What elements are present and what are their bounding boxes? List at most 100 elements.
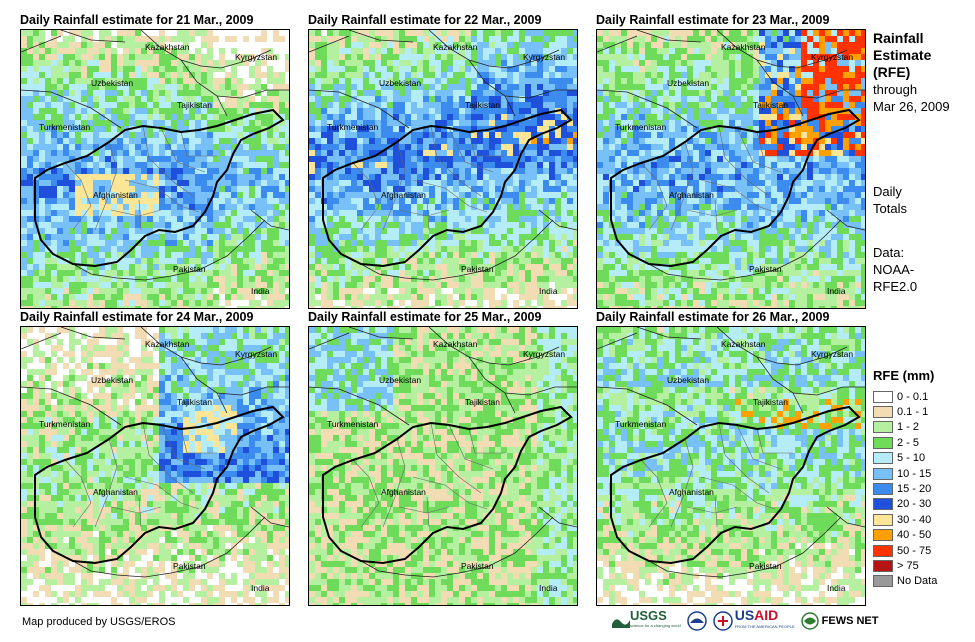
map-label-tajikistan: Tajikistan (465, 100, 500, 110)
usgs-wave-icon (612, 619, 630, 628)
map-label-afghanistan: Afghanistan (669, 487, 714, 497)
panel-mar23: Daily Rainfall estimate for 23 Mar., 200… (596, 13, 866, 313)
province-border (412, 476, 488, 510)
legend-label: 30 - 40 (897, 513, 932, 526)
panel-title: Daily Rainfall estimate for 23 Mar., 200… (596, 13, 830, 27)
side-daily-line1: Daily (873, 184, 902, 199)
country-border (428, 327, 560, 366)
province-border (426, 199, 430, 231)
map-label-kyrgyzstan: Kyrgyzstan (235, 52, 277, 62)
map-label-india: India (251, 286, 270, 296)
rainfall-map: Kazakhstan Kyrgyzstan Uzbekistan Tajikistan… (20, 326, 290, 606)
country-border (716, 327, 848, 366)
country-border (250, 506, 289, 528)
map-label-uzbekistan: Uzbekistan (667, 78, 709, 88)
rainfall-map-svg: Kazakhstan Kyrgyzstan Uzbekistan Tajikistan… (597, 30, 865, 308)
country-border (538, 209, 577, 231)
legend-item: 30 - 40 (873, 512, 937, 527)
legend-item: 1 - 2 (873, 420, 937, 435)
country-border (72, 516, 266, 578)
rainfall-cells (597, 30, 865, 308)
map-label-turkmenistan: Turkmenistan (327, 122, 378, 132)
country-border (21, 89, 122, 129)
legend-item: 40 - 50 (873, 528, 937, 543)
usaid-label-text: AID (754, 607, 779, 623)
rainfall-cells (309, 327, 577, 605)
legend-item: 0.1 - 1 (873, 404, 937, 419)
panel-title: Daily Rainfall estimate for 25 Mar., 200… (308, 310, 542, 324)
province-border (736, 127, 782, 173)
map-label-afghanistan: Afghanistan (93, 487, 138, 497)
legend-label: 10 - 15 (897, 467, 932, 480)
rainfall-map: Kazakhstan Kyrgyzstan Uzbekistan Tajikistan… (596, 326, 866, 606)
side-through: through (873, 82, 918, 97)
map-label-pakistan: Pakistan (749, 264, 782, 274)
country-border (21, 386, 122, 426)
country-border (348, 30, 414, 43)
province-border (94, 141, 118, 231)
rainfall-cells (597, 327, 865, 605)
legend-swatch (873, 421, 893, 434)
map-label-kyrgyzstan: Kyrgyzstan (811, 349, 853, 359)
afghanistan-border (610, 405, 861, 565)
legend-title: RFE (mm) (873, 368, 935, 383)
province-border (714, 199, 718, 231)
map-label-kazakhstan: Kazakhstan (145, 339, 190, 349)
country-border (648, 219, 842, 281)
province-border (142, 125, 194, 197)
province-border (640, 162, 668, 231)
country-border (756, 356, 865, 396)
province-border (352, 459, 380, 528)
province-border (160, 424, 206, 470)
country-border (756, 59, 865, 99)
usgs-tagline: science for a changing world (630, 623, 681, 628)
province-border (686, 506, 738, 514)
panel-mar22: Daily Rainfall estimate for 22 Mar., 200… (308, 13, 578, 313)
country-border (597, 386, 698, 426)
map-label-india: India (827, 583, 846, 593)
country-border (468, 59, 577, 99)
map-label-tajikistan: Tajikistan (753, 100, 788, 110)
side-daily: Daily Totals (873, 183, 907, 217)
province-border (700, 179, 776, 213)
side-data-line3: RFE2.0 (873, 279, 918, 294)
legend-label: 0.1 - 1 (897, 406, 929, 419)
map-label-kazakhstan: Kazakhstan (721, 42, 766, 52)
province-border (468, 131, 505, 157)
province-border (426, 496, 430, 528)
afghanistan-border (610, 108, 861, 268)
province-border (64, 459, 92, 528)
map-credit: Map produced by USGS/EROS (22, 616, 176, 628)
country-border (468, 356, 577, 396)
map-label-tajikistan: Tajikistan (177, 397, 212, 407)
map-label-india: India (539, 583, 558, 593)
country-border (648, 516, 842, 578)
panel-mar24: Daily Rainfall estimate for 24 Mar., 200… (20, 310, 290, 610)
country-border (826, 506, 865, 528)
usaid-label: USAID (734, 607, 779, 623)
map-label-pakistan: Pakistan (173, 264, 206, 274)
panel-title: Daily Rainfall estimate for 21 Mar., 200… (20, 13, 254, 27)
province-border (468, 428, 505, 454)
country-border (309, 89, 410, 129)
map-label-turkmenistan: Turkmenistan (615, 122, 666, 132)
province-border (398, 209, 450, 217)
province-border (670, 438, 694, 528)
country-border (140, 327, 272, 366)
map-label-india: India (827, 286, 846, 296)
country-border (309, 386, 410, 426)
legend-swatch (873, 483, 893, 496)
province-border (382, 438, 406, 528)
country-border (636, 327, 702, 340)
rainfall-map-svg: Kazakhstan Kyrgyzstan Uzbekistan Tajikistan… (21, 30, 289, 308)
country-border (504, 392, 516, 414)
map-label-turkmenistan: Turkmenistan (327, 419, 378, 429)
legend-label: 50 - 75 (897, 544, 932, 557)
rainfall-cells (309, 30, 577, 308)
country-border (309, 35, 350, 53)
map-label-kazakhstan: Kazakhstan (433, 42, 478, 52)
legend-item: > 75 (873, 558, 937, 573)
side-data-source: Data: NOAA- RFE2.0 (873, 244, 917, 295)
country-border (504, 95, 516, 117)
province-border (180, 428, 217, 454)
